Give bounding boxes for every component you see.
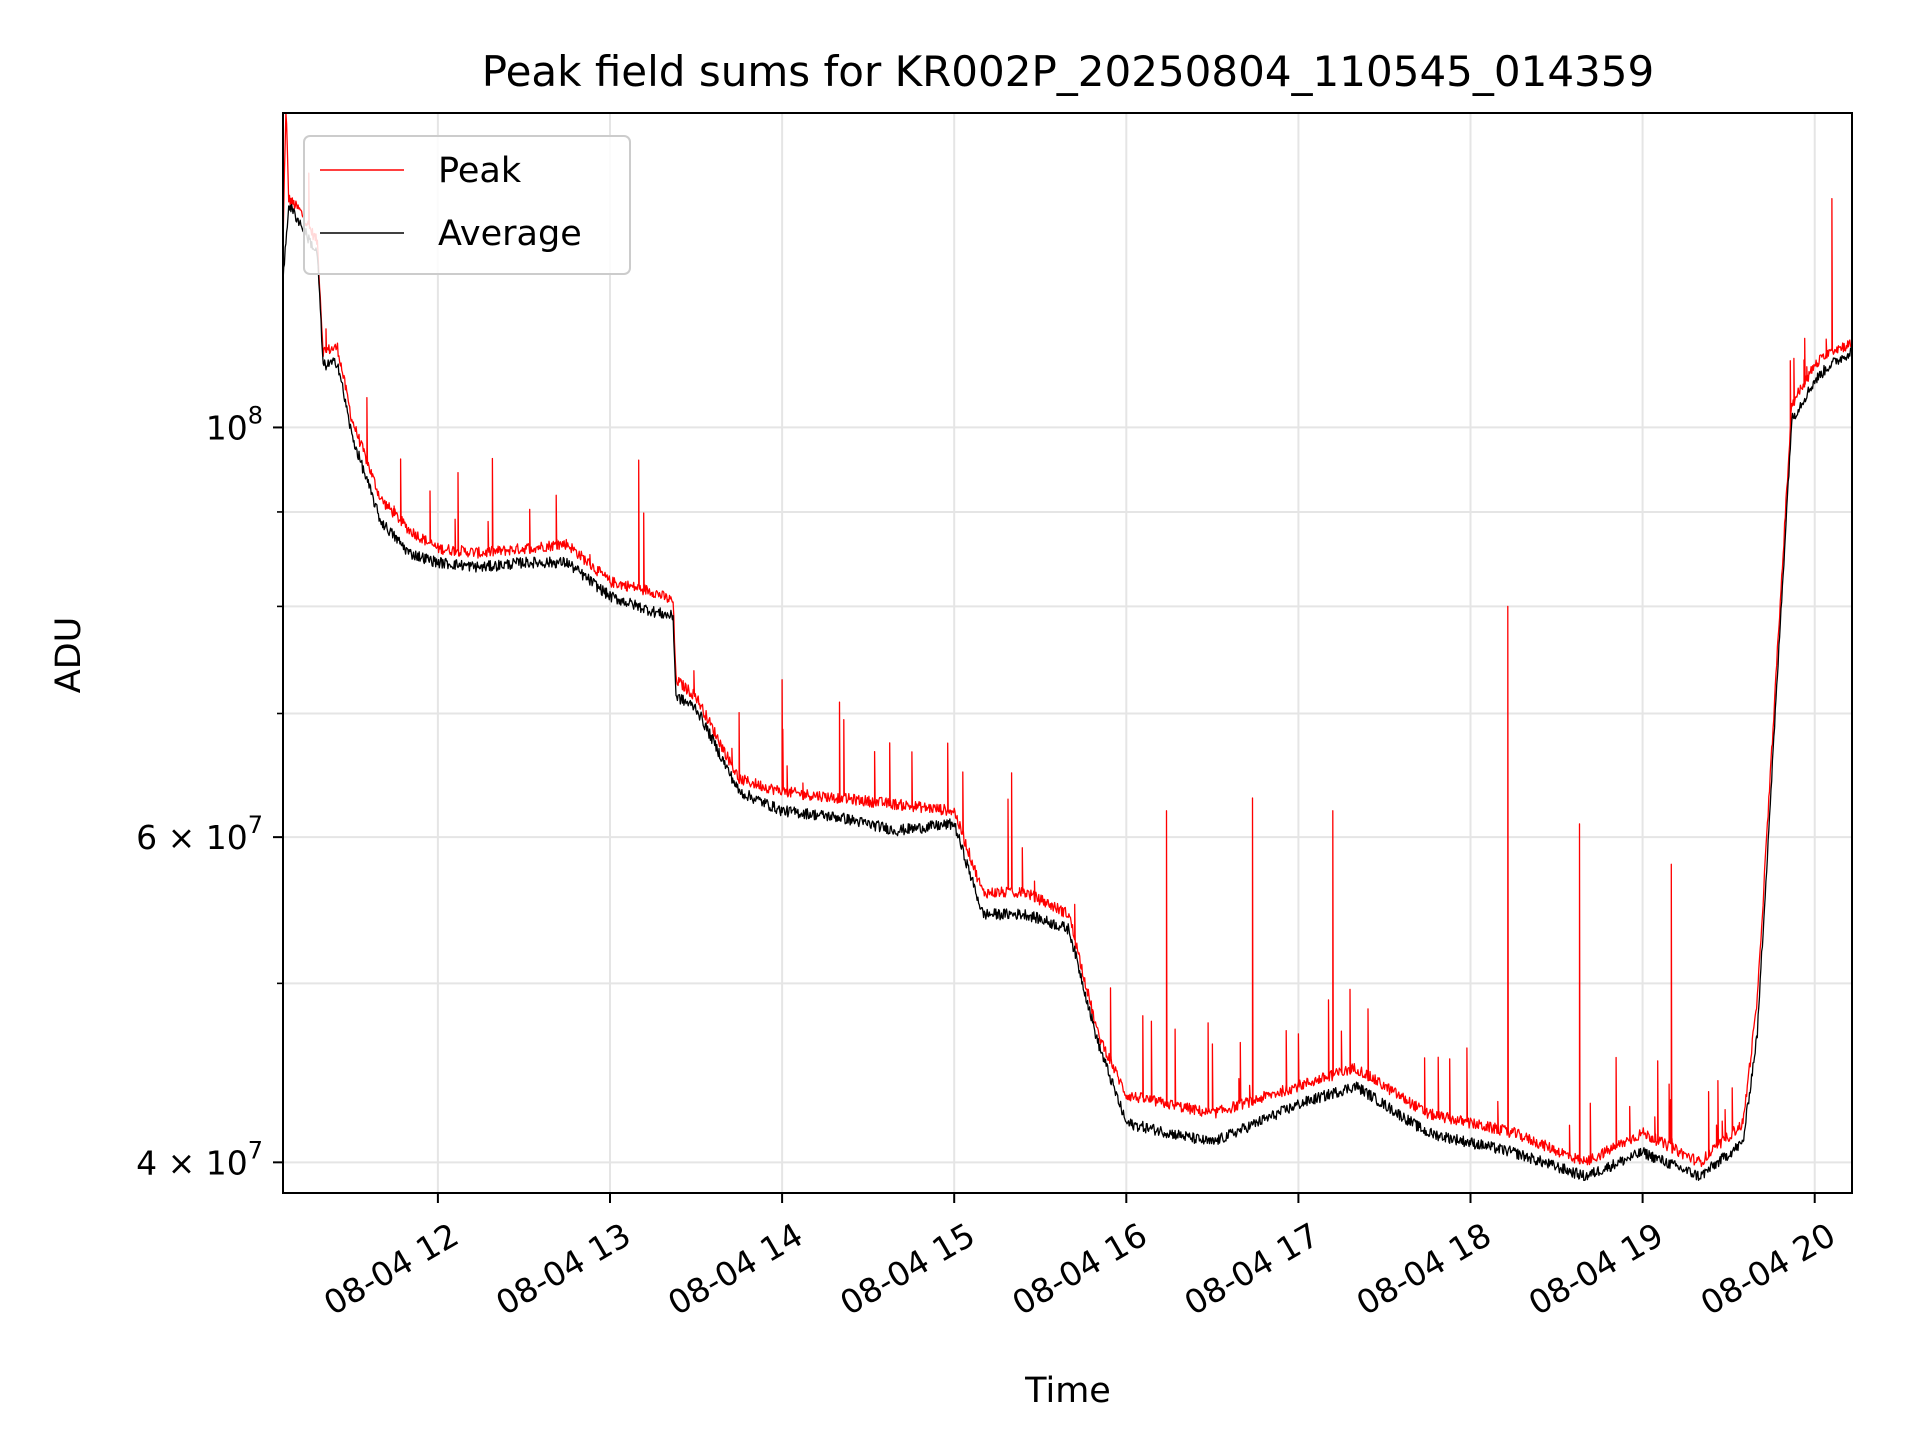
legend: Peak Average xyxy=(303,135,631,275)
legend-label-peak: Peak xyxy=(438,151,522,191)
legend-label-average: Average xyxy=(438,214,582,254)
x-tick-label: 08-04 14 xyxy=(661,1215,809,1323)
x-tick-label: 08-04 18 xyxy=(1350,1215,1498,1323)
x-tick-label: 08-04 15 xyxy=(833,1215,981,1323)
x-axis-label: Time xyxy=(1024,1371,1111,1411)
x-tick-label: 08-04 16 xyxy=(1006,1215,1154,1323)
y-tick-label: 6 × 107 xyxy=(136,811,263,857)
x-tick-label: 08-04 20 xyxy=(1694,1215,1842,1323)
series-layer xyxy=(282,112,1853,1182)
x-tick-label: 08-04 13 xyxy=(489,1215,637,1323)
grid xyxy=(283,113,1852,1193)
series-line-peak xyxy=(282,112,1853,1168)
y-axis: 108 6 × 107 4 × 107 xyxy=(136,401,283,1182)
y-tick-label: 4 × 107 xyxy=(136,1136,263,1182)
x-tick-label: 08-04 17 xyxy=(1178,1215,1326,1323)
series-line-average xyxy=(282,203,1853,1182)
chart-title: Peak field sums for KR002P_20250804_1105… xyxy=(482,47,1654,96)
plot-frame xyxy=(282,112,1853,1194)
y-tick-label: 108 xyxy=(206,401,263,447)
x-axis: 08-04 12 08-04 13 08-04 14 08-04 15 08-04 16… xyxy=(317,1193,1842,1323)
x-tick-label: 08-04 19 xyxy=(1522,1215,1670,1323)
x-tick-label: 08-04 12 xyxy=(317,1215,465,1323)
y-axis-label: ADU xyxy=(49,617,89,694)
